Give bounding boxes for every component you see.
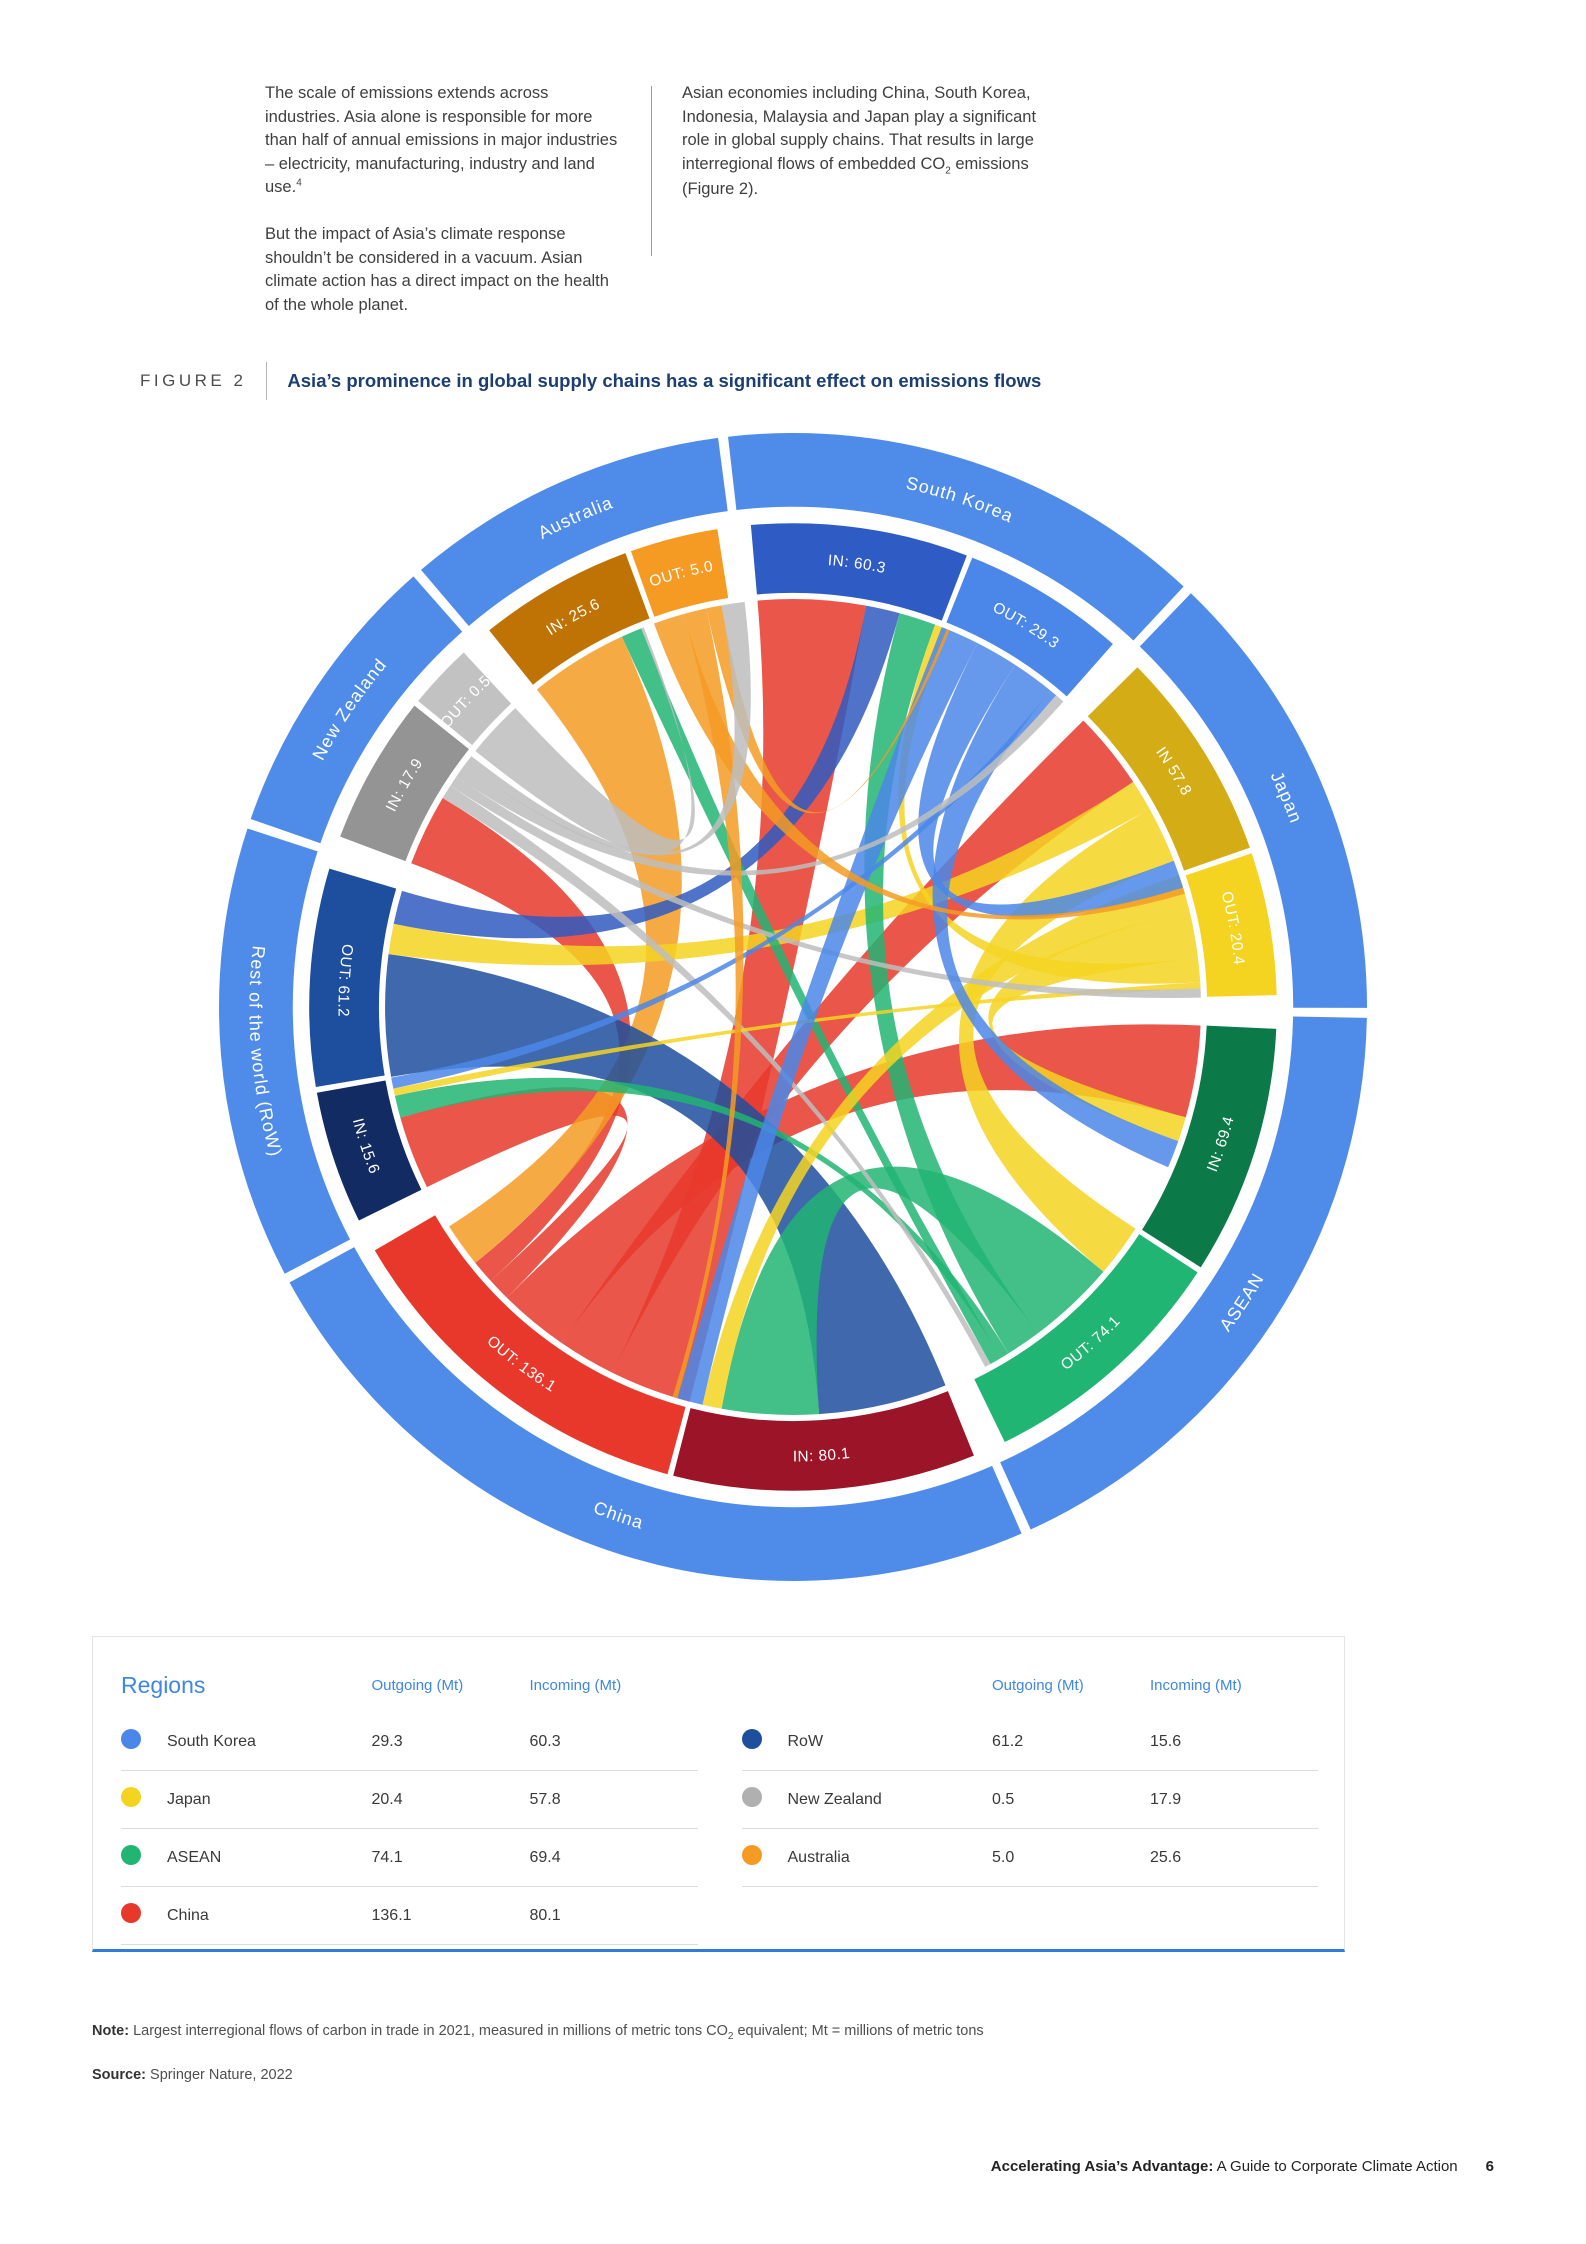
figure-heading-divider [266,362,268,400]
new-zealand-color-dot [741,1787,762,1807]
intro-paragraph-3-text: Asian economies including China, South K… [682,84,1037,173]
page-footer: Accelerating Asia’s Advantage: A Guide t… [991,2158,1494,2175]
legend-row-new-zealand: New Zealand 0.5 17.9 [741,1771,1318,1829]
legend-header-row-left: Regions Outgoing (Mt) Incoming (Mt) [121,1657,698,1713]
intro-paragraph-1: The scale of emissions extends across in… [265,82,625,200]
region-name: China [167,1906,209,1924]
incoming-value: 15.6 [1150,1732,1182,1750]
legend-group-left: Regions Outgoing (Mt) Incoming (Mt) Sout… [121,1657,698,1945]
incoming-column-header: Incoming (Mt) [529,1676,622,1694]
incoming-value: 17.9 [1150,1790,1182,1808]
legend-grid: Regions Outgoing (Mt) Incoming (Mt) Sout… [121,1657,1318,1945]
legend-header-row-right: Outgoing (Mt) Incoming (Mt) [742,1657,1319,1713]
region-name: Japan [167,1790,211,1808]
region-name: South Korea [167,1732,256,1750]
legend-row-china: China 136.1 80.1 [121,1887,698,1945]
note-co2-subscript: 2 [727,2030,734,2042]
row-color-dot [741,1729,762,1749]
source-label: Source: [92,2066,146,2083]
legend-row-row: RoW 61.2 15.6 [741,1713,1318,1771]
source-text: Springer Nature, 2022 [146,2066,293,2083]
figure-number-label: FIGURE 2 [140,371,247,390]
intro-section: The scale of emissions extends across in… [265,82,1040,340]
outgoing-value: 61.2 [992,1732,1024,1750]
legend-panel: Regions Outgoing (Mt) Incoming (Mt) Sout… [92,1636,1345,1952]
incoming-value: 25.6 [1150,1848,1182,1866]
chord-diagram-section: South Korea IN: 60.3 OUT: 29.3 Japan IN 57.8… [0,392,1586,1622]
incoming-value: 80.1 [529,1906,561,1924]
intro-paragraph-2: But the impact of Asia’s climate respons… [265,224,609,314]
region-name: Australia [787,1848,850,1866]
footer-title-rest: A Guide to Corporate Climate Action [1213,2158,1458,2175]
asean-color-dot [121,1845,141,1865]
footer-title-bold: Accelerating Asia’s Advantage: [990,2158,1214,2175]
outgoing-value: 5.0 [992,1848,1015,1866]
svg-text:IN: 80.1: IN: 80.1 [793,1445,851,1466]
china-color-dot [121,1903,141,1923]
south-korea-color-dot [121,1729,141,1749]
japan-color-dot [121,1787,141,1807]
legend-heading: Regions [121,1671,206,1698]
intro-column-right: Asian economies including China, South K… [682,82,1040,340]
legend-row-asean: ASEAN 74.1 69.4 [121,1829,698,1887]
incoming-value: 57.8 [529,1790,561,1808]
intro-paragraph-3: Asian economies including China, South K… [682,82,1040,202]
note-text: Largest interregional flows of carbon in… [129,2022,728,2039]
outgoing-value: 74.1 [371,1848,403,1866]
intro-paragraph-3-text-end: emissions (Figure 2). [682,154,1029,199]
figure-heading: FIGURE 2 Asia’s prominence in global sup… [140,362,1041,400]
figure-title: Asia’s prominence in global supply chain… [287,370,1042,391]
region-name: New Zealand [787,1790,882,1808]
legend-row-australia: Australia 5.0 25.6 [741,1829,1318,1887]
legend-row-south-korea: South Korea 29.3 60.3 [121,1713,698,1771]
incoming-value: 60.3 [529,1732,561,1750]
region-name: ASEAN [167,1848,222,1866]
column-divider [651,86,652,256]
intro-paragraph-1-text: The scale of emissions extends across in… [265,84,618,197]
footer-title: Accelerating Asia’s Advantage: A Guide t… [991,2158,1458,2175]
legend-row-japan: Japan 20.4 57.8 [121,1771,698,1829]
outgoing-value: 136.1 [371,1906,412,1924]
note-text-end: equivalent; Mt = millions of metric tons [733,2022,984,2039]
intro-column-left: The scale of emissions extends across in… [265,82,625,340]
page-number: 6 [1485,2158,1494,2175]
figure-source: Source: Springer Nature, 2022 [92,2067,293,2083]
outgoing-column-header: Outgoing (Mt) [371,1676,464,1694]
incoming-value: 69.4 [529,1848,561,1866]
legend-row-empty [742,1887,1319,1945]
australia-color-dot [741,1845,762,1865]
legend-group-right: Outgoing (Mt) Incoming (Mt) RoW 61.2 15.… [741,1657,1319,1945]
outgoing-value: 29.3 [371,1732,403,1750]
outgoing-value: 20.4 [371,1790,403,1808]
svg-text:OUT: 61.2: OUT: 61.2 [335,943,356,1017]
incoming-column-header: Incoming (Mt) [1150,1676,1242,1694]
co2-subscript: 2 [945,165,951,177]
outgoing-column-header: Outgoing (Mt) [992,1676,1084,1694]
footnote-marker: 4 [296,177,302,189]
figure-note: Note: Largest interregional flows of car… [92,2023,984,2042]
note-label: Note: [92,2022,130,2039]
region-name: RoW [787,1732,824,1750]
outgoing-value: 0.5 [992,1790,1015,1808]
